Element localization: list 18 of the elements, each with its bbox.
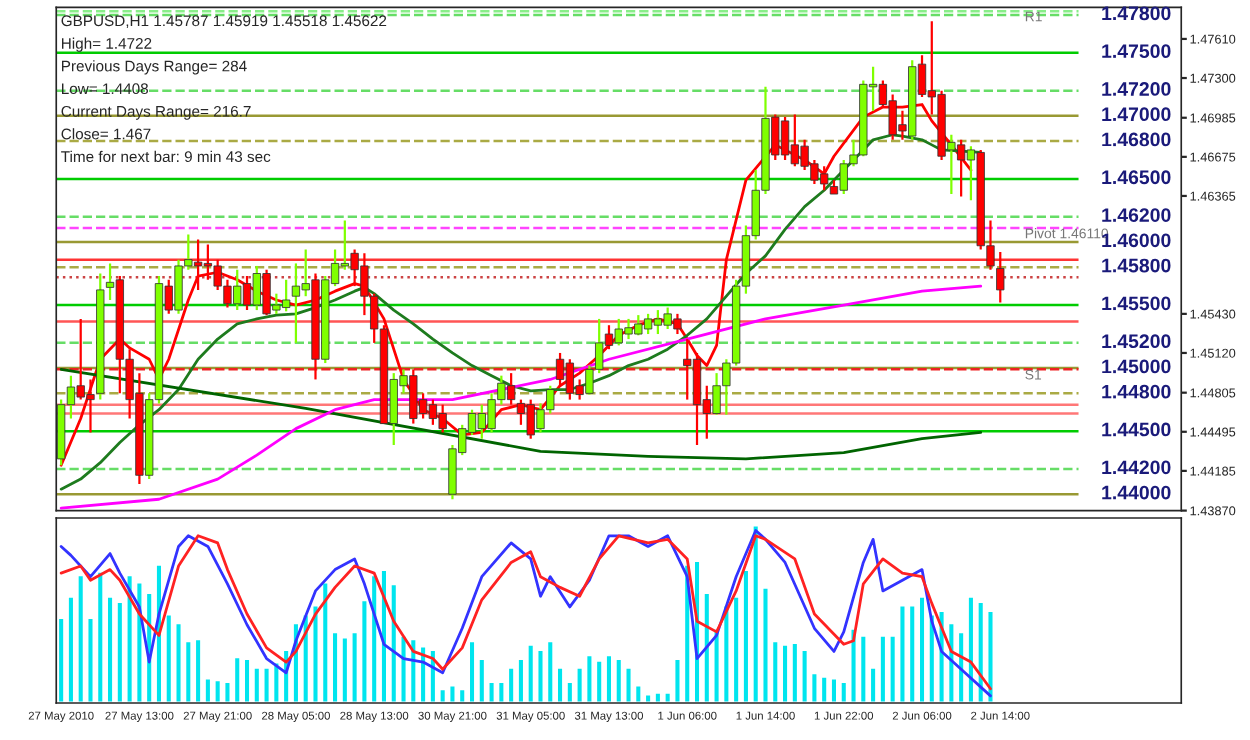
line-series: [59, 284, 983, 510]
ref-line-label: 1.47500: [1102, 44, 1171, 59]
ref-line-label: 1.45000: [1102, 359, 1171, 374]
ref-line-label: 1.46800: [1102, 132, 1171, 147]
ref-line-label: 1.44500: [1102, 422, 1171, 437]
candlestick: [996, 250, 1005, 304]
ref-line-label: 1.45500: [1102, 296, 1171, 311]
ref-line-label: 1.44000: [1102, 485, 1171, 500]
ref-line-label: 1.46200: [1102, 208, 1171, 222]
ref-line-label: 1.47000: [1102, 107, 1171, 122]
ref-line-label: 1.45200: [1102, 334, 1171, 349]
ref-line-label: 1.45800: [1102, 258, 1171, 273]
ref-line-label: 1.47800: [1102, 6, 1171, 21]
ref-line-label: 1.44200: [1102, 460, 1171, 475]
ref-line-label: 1.47200: [1102, 82, 1171, 96]
line-series: [59, 367, 983, 461]
ref-line-label: 1.44800: [1102, 384, 1171, 399]
ref-line-label: 1.46500: [1102, 170, 1171, 185]
